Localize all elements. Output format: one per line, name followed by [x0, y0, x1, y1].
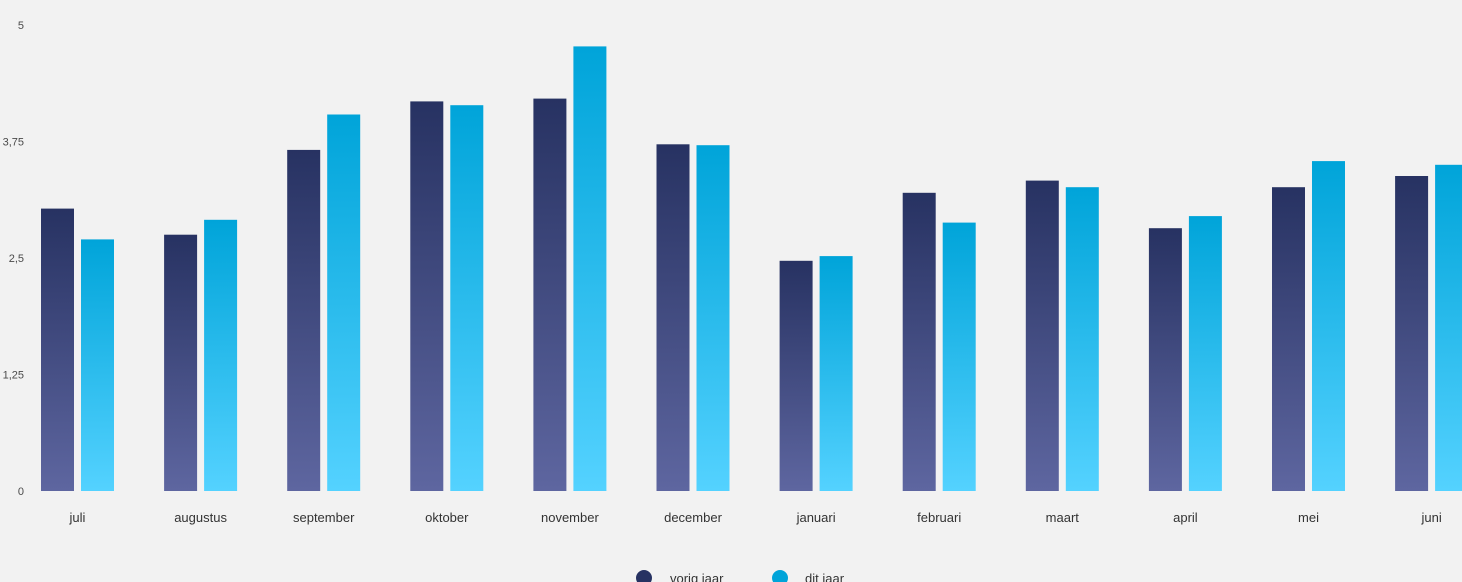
bar-dit-jaar-februari [942, 222, 976, 491]
x-tick-label: maart [1046, 510, 1080, 525]
x-tick-label: april [1173, 510, 1198, 525]
bar-vorig-jaar-juni [1395, 176, 1429, 491]
legend-label: dit jaar [805, 571, 845, 582]
bar-vorig-jaar-maart [1025, 180, 1059, 491]
x-tick-label: november [541, 510, 599, 525]
y-tick-label: 0 [18, 486, 24, 498]
bar-vorig-jaar-oktober [410, 101, 444, 492]
y-tick-label: 5 [18, 20, 24, 32]
bars [41, 46, 1462, 492]
x-tick-label: januari [796, 510, 836, 525]
bar-dit-jaar-oktober [450, 105, 484, 491]
bar-vorig-jaar-mei [1272, 187, 1305, 491]
bar-dit-jaar-januari [819, 256, 853, 491]
x-tick-label: augustus [174, 510, 227, 525]
bar-dit-jaar-mei [1312, 161, 1345, 491]
x-tick-label: oktober [425, 510, 469, 525]
legend-marker [772, 570, 788, 582]
legend-label: vorig jaar [670, 571, 724, 582]
x-axis: juli augustus september oktober november dece… [69, 510, 1442, 525]
x-tick-label: december [664, 510, 722, 525]
legend: vorig jaar dit jaar [636, 570, 845, 582]
bar-dit-jaar-juli [81, 239, 114, 491]
x-tick-label: mei [1298, 510, 1319, 525]
bar-vorig-jaar-augustus [164, 234, 198, 491]
bar-vorig-jaar-september [287, 149, 321, 491]
y-tick-label: 1,25 [3, 370, 24, 382]
x-tick-label: juni [1420, 510, 1441, 525]
bar-dit-jaar-november [573, 46, 607, 492]
bar-dit-jaar-maart [1065, 187, 1099, 491]
bar-dit-jaar-augustus [204, 219, 238, 492]
legend-marker [636, 570, 652, 582]
y-tick-label: 2,5 [9, 253, 24, 265]
bar-vorig-jaar-januari [779, 260, 813, 491]
bar-dit-jaar-april [1188, 216, 1222, 491]
bar-vorig-jaar-april [1148, 228, 1182, 491]
bar-dit-jaar-juni [1435, 164, 1462, 492]
y-tick-label: 3,75 [3, 137, 24, 149]
bar-vorig-jaar-juli [41, 208, 74, 491]
x-tick-label: februari [917, 510, 961, 525]
y-axis: 0 1,25 2,5 3,75 5 [3, 20, 24, 498]
bar-dit-jaar-september [327, 114, 361, 491]
bar-dit-jaar-december [696, 145, 730, 491]
x-tick-label: juli [69, 510, 86, 525]
bar-vorig-jaar-november [533, 98, 567, 491]
bar-vorig-jaar-februari [902, 192, 936, 492]
bar-vorig-jaar-december [656, 144, 690, 492]
x-tick-label: september [293, 510, 355, 525]
